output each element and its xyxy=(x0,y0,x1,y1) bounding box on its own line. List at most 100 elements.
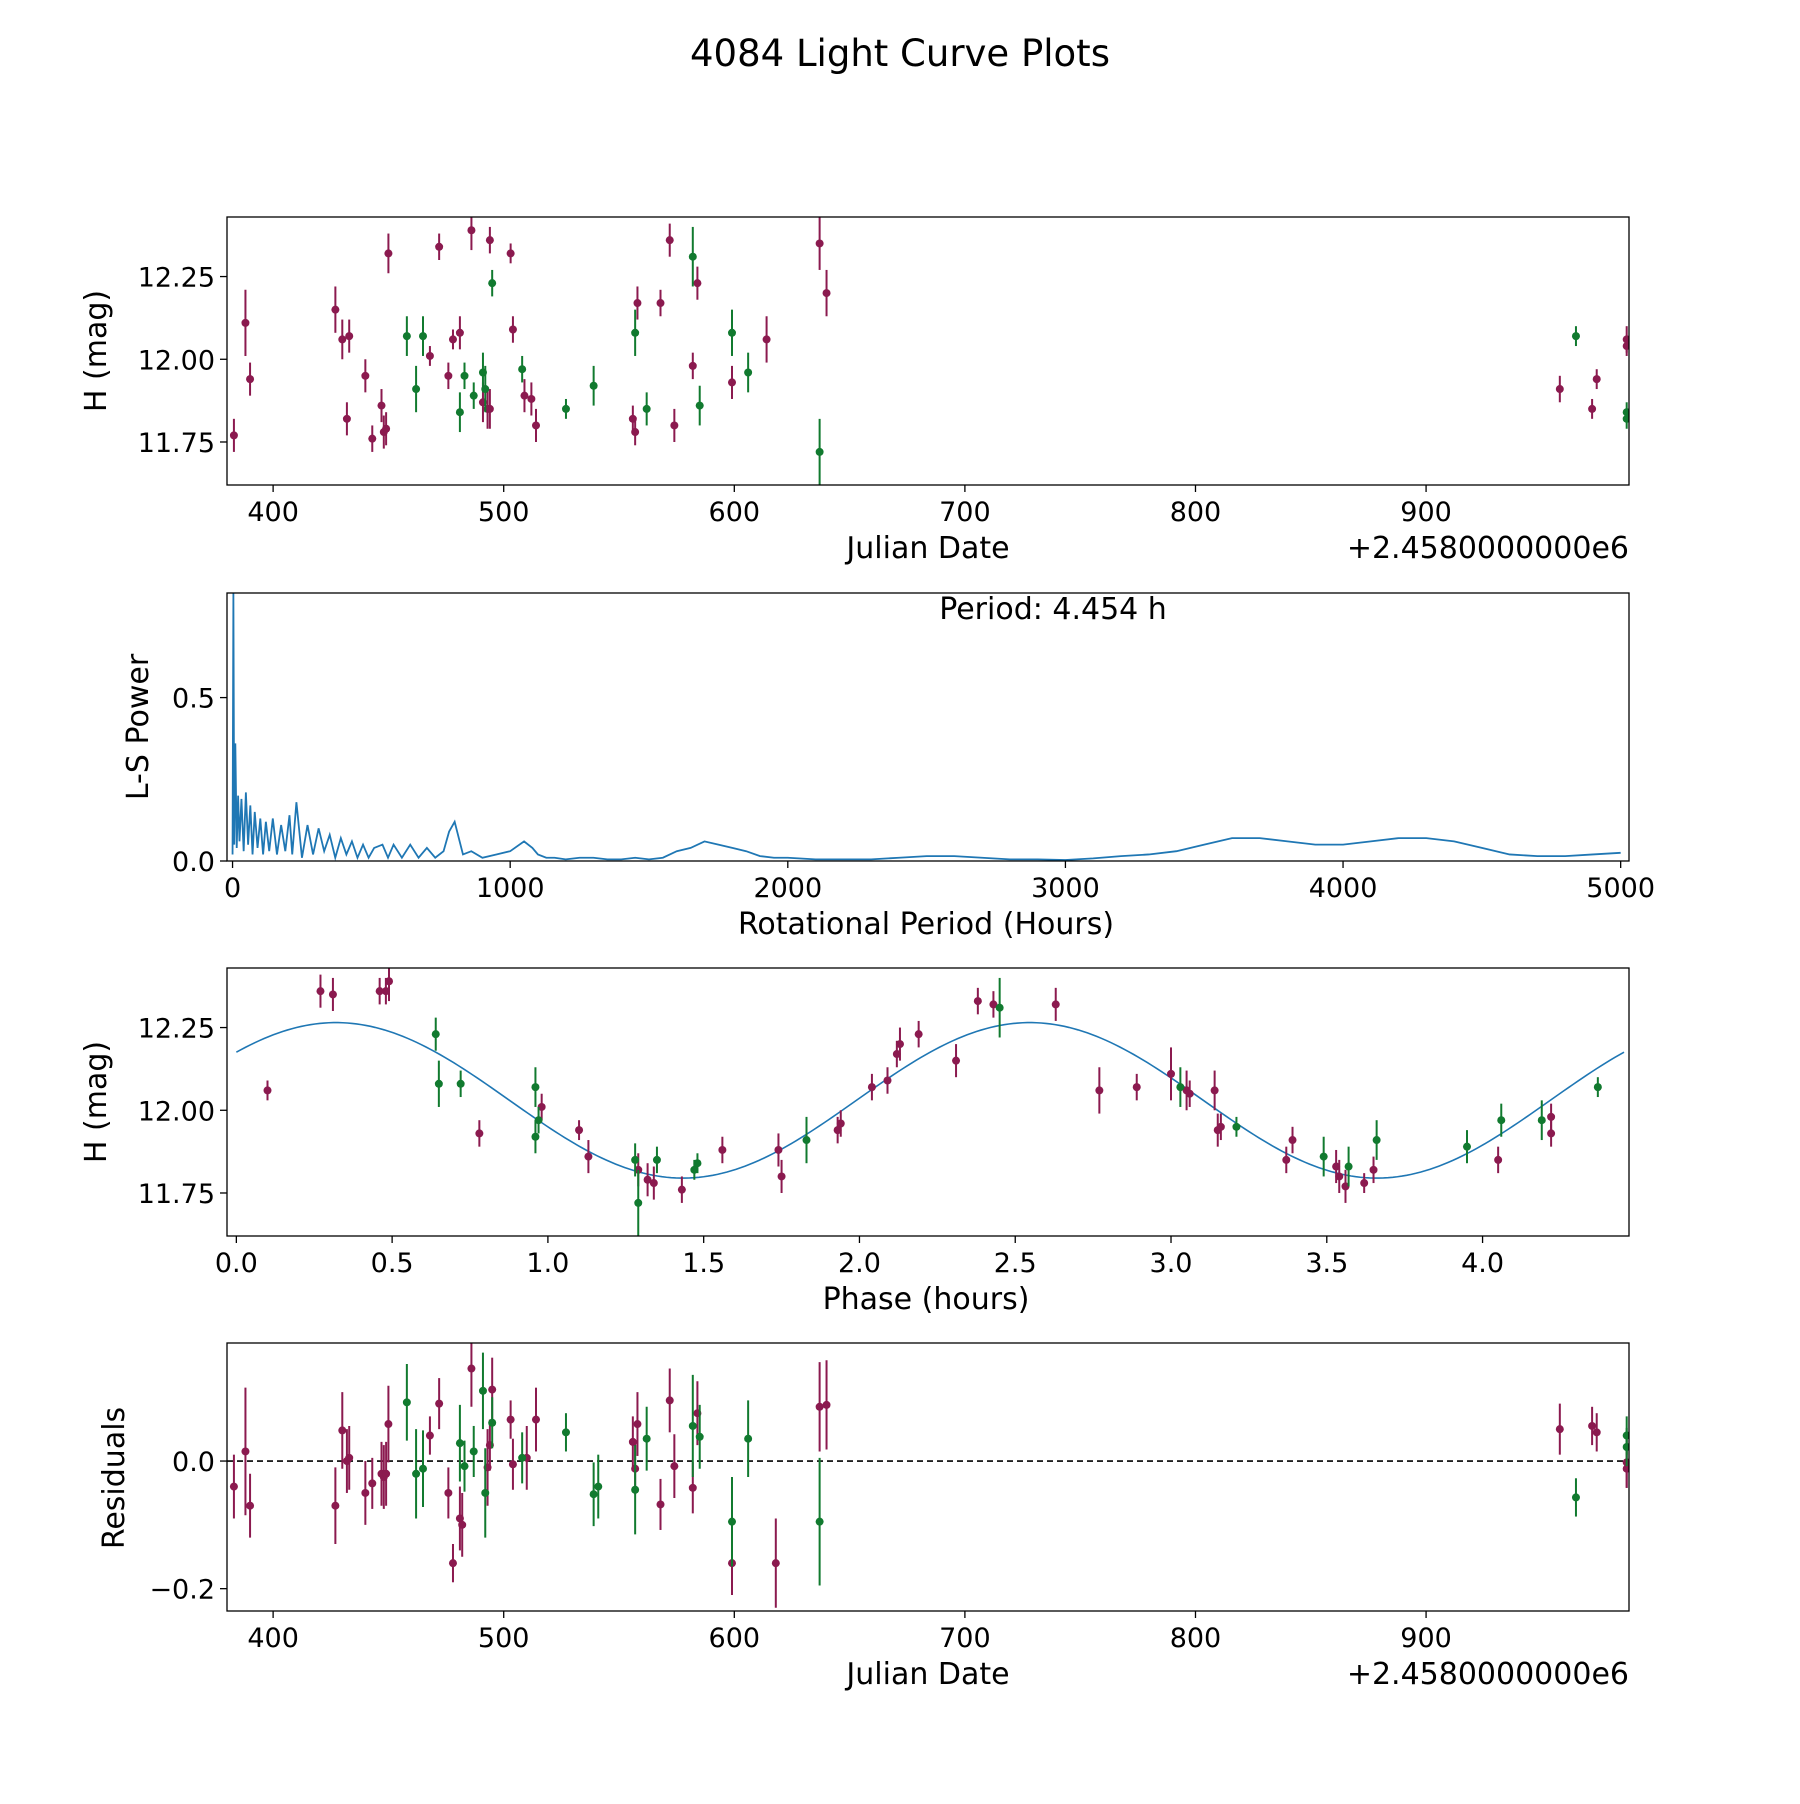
data-point-red xyxy=(1288,1136,1297,1145)
data-point-red xyxy=(952,1056,961,1065)
phased-ytick-label: 11.75 xyxy=(138,1179,215,1210)
data-point-green xyxy=(460,1462,469,1471)
data-point-red xyxy=(665,236,674,245)
data-point-red xyxy=(1051,1000,1060,1009)
data-point-green xyxy=(402,1398,411,1407)
data-point-red xyxy=(384,1420,393,1429)
lightcurve-xtick-label: 600 xyxy=(709,497,761,528)
data-point-red xyxy=(1622,1464,1629,1473)
phased-xtick-label: 1.5 xyxy=(682,1248,725,1279)
data-point-red xyxy=(1132,1083,1141,1092)
data-point-green xyxy=(561,1428,570,1437)
periodogram-xtick-label: 5000 xyxy=(1586,873,1655,904)
data-point-red xyxy=(895,1040,904,1049)
data-point-green xyxy=(688,1421,697,1430)
lightcurve-xtick-label: 700 xyxy=(939,497,991,528)
data-point-green xyxy=(481,1488,490,1497)
residuals-ytick-label: 0.0 xyxy=(172,1447,215,1478)
data-point-green xyxy=(531,1083,540,1092)
data-point-green xyxy=(631,328,640,337)
data-point-red xyxy=(241,1447,250,1456)
data-point-red xyxy=(670,1462,679,1471)
data-point-red xyxy=(448,1559,457,1568)
lightcurve-x-offset: +2.4580000000e6 xyxy=(1347,531,1629,566)
data-point-red xyxy=(467,1364,476,1373)
periodogram-xtick-label: 3000 xyxy=(1031,873,1100,904)
data-point-red xyxy=(727,378,736,387)
data-point-red xyxy=(1588,404,1597,413)
periodogram-xtick-label: 2000 xyxy=(753,873,822,904)
data-point-red xyxy=(1592,1428,1601,1437)
lightcurve-ytick-label: 12.25 xyxy=(138,263,215,294)
periodogram-xlabel: Rotational Period (Hours) xyxy=(738,907,1114,942)
data-point-red xyxy=(458,1520,467,1529)
phased-ylabel: H (mag) xyxy=(79,1041,114,1163)
data-point-green xyxy=(1593,1083,1602,1092)
phased-panel: 0.0 0.5 1.0 1.5 2.0 2.5 3.0 3.5 4.0 11.75 12.00 12.… xyxy=(79,967,1630,1317)
data-point-red xyxy=(1622,342,1629,351)
data-point-red xyxy=(1216,1122,1225,1131)
data-point-red xyxy=(815,239,824,248)
data-point-red xyxy=(316,987,325,996)
data-point-green xyxy=(634,1198,643,1207)
fit-curve xyxy=(235,1021,1625,1179)
data-point-red xyxy=(448,335,457,344)
phased-xtick-label: 0.0 xyxy=(215,1248,258,1279)
data-point-red xyxy=(892,1050,901,1059)
data-point-green xyxy=(1232,1122,1241,1131)
residuals-xlabel: Julian Date xyxy=(844,1657,1009,1692)
data-point-red xyxy=(631,428,640,437)
data-point-green xyxy=(531,1132,540,1141)
data-point-red xyxy=(444,371,453,380)
periodogram-ytick-label: 0.0 xyxy=(172,847,215,878)
data-point-green xyxy=(744,1434,753,1443)
data-point-green xyxy=(460,371,469,380)
data-point-red xyxy=(345,332,354,341)
data-point-red xyxy=(643,1175,652,1184)
data-point-green xyxy=(727,328,736,337)
data-point-red xyxy=(1282,1155,1291,1164)
data-point-red xyxy=(229,1482,238,1491)
data-point-red xyxy=(1547,1129,1556,1138)
data-point-green xyxy=(995,1003,1004,1012)
data-point-green xyxy=(744,368,753,377)
data-point-green xyxy=(518,1453,527,1462)
data-point-red xyxy=(677,1185,686,1194)
data-point-green xyxy=(561,404,570,413)
data-point-red xyxy=(520,391,529,400)
data-point-red xyxy=(774,1145,783,1154)
periodogram-ylabel: L-S Power xyxy=(121,653,156,800)
data-point-green xyxy=(695,1432,704,1441)
lightcurve-xlabel: Julian Date xyxy=(844,531,1009,566)
data-point-red xyxy=(531,421,540,430)
data-point-red xyxy=(883,1076,892,1085)
data-point-red xyxy=(506,1415,515,1424)
data-point-green xyxy=(642,404,651,413)
data-point-green xyxy=(589,1490,598,1499)
data-point-green xyxy=(1344,1162,1353,1171)
data-point-red xyxy=(762,335,771,344)
data-point-red xyxy=(1185,1089,1194,1098)
data-point-green xyxy=(690,1165,699,1174)
data-point-green xyxy=(1497,1116,1506,1125)
data-point-red xyxy=(1335,1172,1344,1181)
data-point-green xyxy=(478,1386,487,1395)
lightcurve-frame xyxy=(226,216,1630,486)
data-point-red xyxy=(338,1426,347,1435)
data-point-red xyxy=(382,1469,391,1478)
data-point-red xyxy=(1360,1179,1369,1188)
lightcurve-xtick-label: 500 xyxy=(478,497,530,528)
data-point-red xyxy=(867,1083,876,1092)
data-point-green xyxy=(727,1517,736,1526)
phased-xtick-label: 1.0 xyxy=(526,1248,569,1279)
phased-xtick-label: 3.0 xyxy=(1150,1248,1193,1279)
data-point-red xyxy=(425,1431,434,1440)
data-point-green xyxy=(481,385,490,394)
data-point-green xyxy=(412,1469,421,1478)
data-point-red xyxy=(331,305,340,314)
data-point-red xyxy=(435,1399,444,1408)
data-point-green xyxy=(488,1418,497,1427)
data-point-green xyxy=(594,1482,603,1491)
data-point-red xyxy=(488,1385,497,1394)
data-point-green xyxy=(1622,414,1629,423)
